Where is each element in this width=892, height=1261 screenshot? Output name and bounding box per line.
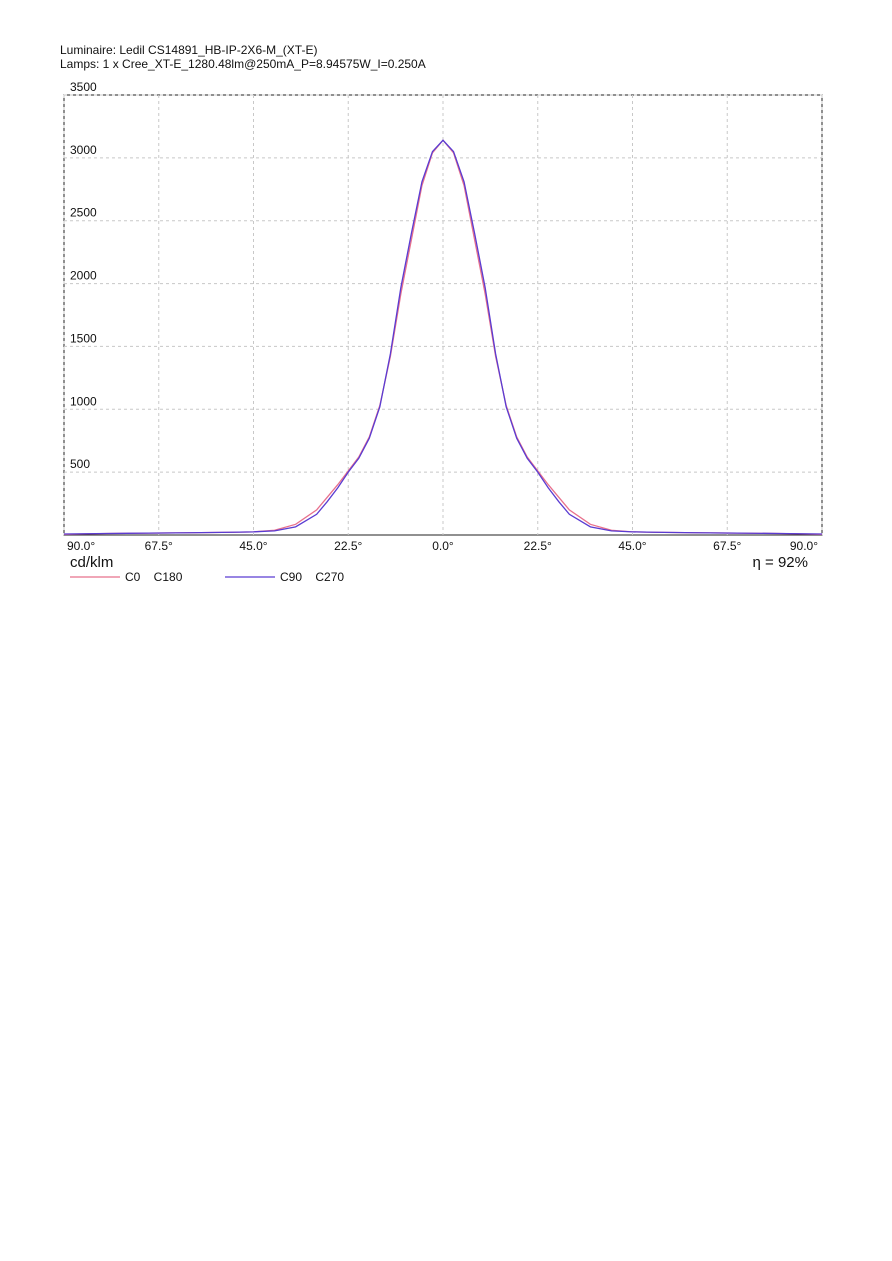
y-tick-label: 1000 xyxy=(70,394,97,408)
x-tick-label: 22.5° xyxy=(334,539,362,553)
x-tick-label: 90.0° xyxy=(790,539,818,553)
chart-subtitle: Lamps: 1 x Cree_XT-E_1280.48lm@250mA_P=8… xyxy=(60,57,426,71)
legend-label: C90 C270 xyxy=(280,570,344,584)
y-tick-label: 2000 xyxy=(70,269,97,283)
y-tick-label: 2500 xyxy=(70,206,97,220)
x-tick-label: 67.5° xyxy=(713,539,741,553)
x-tick-label: 45.0° xyxy=(239,539,267,553)
line-series xyxy=(63,139,823,535)
annotation: η = 92% xyxy=(753,554,808,571)
x-tick-label: 67.5° xyxy=(145,539,173,553)
y-tick-label: 3500 xyxy=(70,80,97,94)
x-tick-label: 45.0° xyxy=(618,539,646,553)
x-tick-label: 22.5° xyxy=(524,539,552,553)
y-axis-label: cd/klm xyxy=(70,554,113,571)
x-tick-label: 0.0° xyxy=(432,539,454,553)
y-tick-label: 500 xyxy=(70,457,90,471)
legend-label: C0 C180 xyxy=(125,570,183,584)
y-tick-label: 3000 xyxy=(70,143,97,157)
chart-title: Luminaire: Ledil CS14891_HB-IP-2X6-M_(XT… xyxy=(60,43,317,57)
x-tick-label: 90.0° xyxy=(67,539,95,553)
y-tick-label: 1500 xyxy=(70,331,97,345)
